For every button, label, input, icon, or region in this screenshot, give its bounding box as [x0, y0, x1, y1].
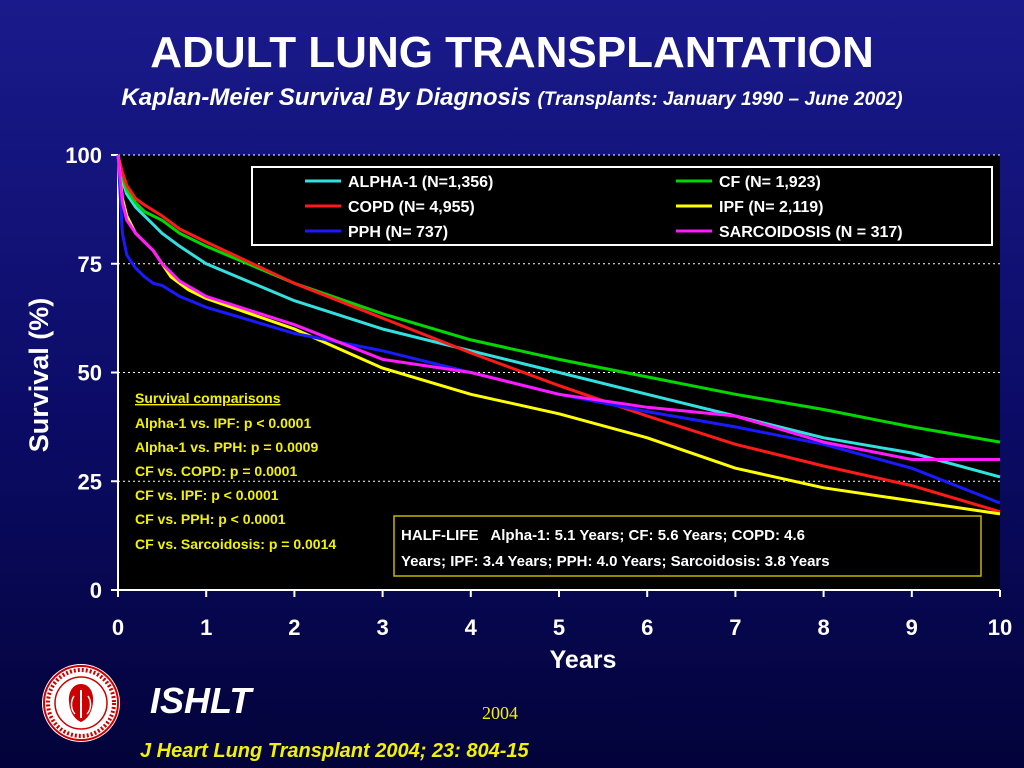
comparison-item: Alpha-1 vs. PPH: p = 0.0009 [135, 439, 318, 455]
series-line [116, 154, 1001, 514]
x-tick-label: 1 [200, 615, 212, 640]
x-tick-label: 10 [988, 615, 1012, 640]
comparison-item: Alpha-1 vs. IPF: p < 0.0001 [135, 415, 311, 431]
comparisons-heading: Survival comparisons [135, 390, 281, 406]
legend-box [251, 166, 993, 246]
series-line [116, 154, 1000, 461]
legend-label: CF (N= 1,923) [719, 174, 821, 191]
subtitle-range: (Transplants: January 1990 – June 2002) [537, 89, 903, 110]
halflife-line-2: Years; IPF: 3.4 Years; PPH: 4.0 Years; S… [401, 553, 830, 570]
comparison-item: CF vs. COPD: p = 0.0001 [135, 463, 297, 479]
x-axis-label: Years [550, 646, 617, 674]
legend-label: SARCOIDOSIS (N = 317) [719, 224, 903, 241]
x-tick-label: 4 [465, 615, 478, 640]
legend-label: IPF (N= 2,119) [719, 199, 824, 216]
comparison-item: CF vs. Sarcoidosis: p = 0.0014 [135, 536, 336, 552]
x-tick-label: 8 [817, 615, 829, 640]
comparison-item: CF vs. IPF: p < 0.0001 [135, 487, 279, 503]
halflife-border [393, 515, 982, 577]
y-tick-label: 50 [78, 361, 102, 386]
ishlt-seal-logo [42, 664, 120, 742]
x-tick-label: 6 [641, 615, 653, 640]
legend: ALPHA-1 (N=1,356) CF (N= 1,923) COPD (N= 4… [251, 166, 993, 246]
comparison-item: CF vs. PPH: p < 0.0001 [135, 511, 286, 527]
y-tick-label: 75 [78, 252, 102, 277]
y-tick-label: 0 [90, 578, 102, 603]
legend-label: COPD (N= 4,955) [348, 199, 475, 216]
x-tick-label: 5 [553, 615, 565, 640]
ishlt-wordmark: ISHLT [150, 680, 252, 721]
series-lines [116, 154, 1001, 516]
legend-label: ALPHA-1 (N=1,356) [348, 174, 493, 191]
year-label: 2004 [482, 703, 518, 723]
legend-entries: ALPHA-1 (N=1,356) CF (N= 1,923) COPD (N= 4… [305, 174, 903, 241]
x-tick-label: 7 [729, 615, 741, 640]
y-tick-label: 25 [78, 469, 102, 494]
x-tick-label: 0 [112, 615, 124, 640]
subtitle-main: Kaplan-Meier Survival By Diagnosis [121, 84, 531, 111]
citation: J Heart Lung Transplant 2004; 23: 804-15 [140, 740, 529, 762]
x-tick-label: 9 [906, 615, 918, 640]
x-tick-label: 3 [376, 615, 388, 640]
comparisons-panel: Survival comparisons Alpha-1 vs. IPF: p … [135, 390, 336, 552]
slide-subtitle: Kaplan-Meier Survival By Diagnosis (Tran… [0, 84, 1024, 112]
halflife-box: HALF-LIFE Alpha-1: 5.1 Years; CF: 5.6 Ye… [393, 515, 982, 577]
x-tick-label: 2 [288, 615, 300, 640]
halflife-line-1: HALF-LIFE Alpha-1: 5.1 Years; CF: 5.6 Ye… [401, 527, 805, 544]
series-line [116, 154, 1001, 505]
slide-title: ADULT LUNG TRANSPLANTATION [150, 28, 874, 77]
legend-label: PPH (N= 737) [348, 224, 448, 241]
y-axis-label: Survival (%) [24, 298, 54, 453]
y-tick-label: 100 [65, 143, 102, 168]
